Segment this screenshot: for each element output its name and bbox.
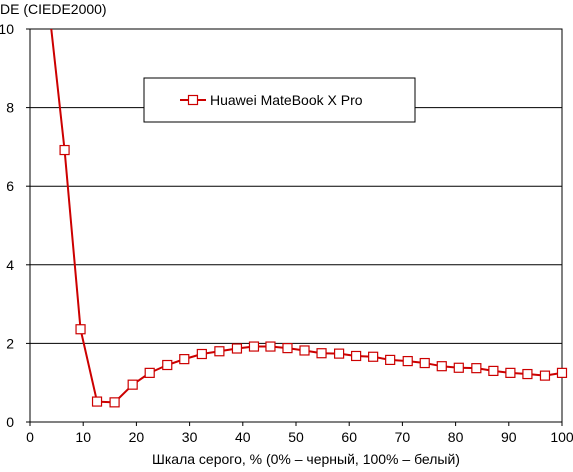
- data-point: [196, 348, 207, 360]
- y-axis-title: DE (CIEDE2000): [0, 1, 107, 17]
- data-point: [265, 341, 276, 352]
- data-point: [522, 368, 533, 380]
- data-point: [333, 348, 345, 359]
- data-point: [419, 357, 430, 369]
- data-point: [436, 361, 447, 372]
- x-axis: 0 10 20 30 40 50 60 70 80 90 100: [26, 422, 573, 445]
- legend-label: Huawei MateBook X Pro: [210, 92, 363, 108]
- x-tick-label: 70: [395, 429, 411, 445]
- data-point: [556, 367, 568, 378]
- series-layer: [50, 28, 568, 408]
- data-point: [351, 350, 362, 362]
- data-point: [282, 343, 293, 354]
- legend-marker: [187, 94, 199, 106]
- data-point: [299, 345, 310, 356]
- x-tick-label: 60: [341, 429, 357, 445]
- x-tick-label: 80: [448, 429, 464, 445]
- x-tick-label: 90: [501, 429, 517, 445]
- data-point: [316, 348, 327, 359]
- data-point: [59, 144, 70, 156]
- data-point: [248, 341, 260, 352]
- y-tick-label: 2: [6, 335, 14, 351]
- x-tick-label: 40: [235, 429, 251, 445]
- data-point: [471, 363, 482, 374]
- data-point: [109, 397, 120, 408]
- x-tick-label: 20: [129, 429, 145, 445]
- data-point: [144, 367, 155, 378]
- x-tick-label: 0: [26, 429, 34, 445]
- data-point: [127, 379, 138, 390]
- data-point: [214, 346, 225, 357]
- x-axis-title: Шкала серого, % (0% – черный, 100% – бел…: [152, 451, 460, 467]
- data-point: [539, 370, 551, 381]
- data-point: [75, 324, 86, 335]
- data-point: [402, 355, 413, 367]
- data-point: [368, 351, 379, 362]
- y-tick-label: 4: [6, 257, 14, 273]
- data-point: [488, 365, 499, 377]
- data-point: [385, 354, 396, 366]
- grid-lines: [30, 107, 562, 344]
- y-tick-label: 8: [6, 100, 14, 116]
- data-point: [162, 359, 173, 371]
- data-point: [453, 362, 464, 373]
- x-tick-label: 100: [550, 429, 573, 445]
- y-tick-label: 0: [6, 414, 14, 430]
- legend: Huawei MateBook X Pro: [143, 77, 416, 123]
- y-axis: 0 2 4 6 8 10: [0, 21, 30, 430]
- data-point: [179, 354, 190, 365]
- x-tick-label: 10: [75, 429, 91, 445]
- data-point: [231, 343, 243, 354]
- data-point: [91, 396, 103, 407]
- data-point: [505, 367, 516, 378]
- y-tick-label: 6: [6, 178, 14, 194]
- y-tick-label: 10: [0, 21, 14, 37]
- x-tick-label: 50: [288, 429, 304, 445]
- x-tick-label: 30: [182, 429, 198, 445]
